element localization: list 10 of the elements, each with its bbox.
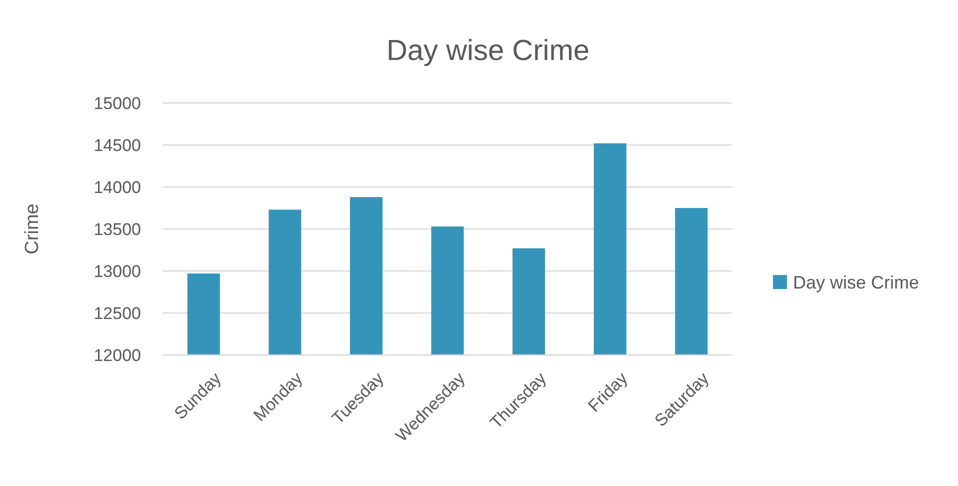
y-tick-label: 12000 [94, 346, 141, 365]
y-tick-label: 12500 [94, 304, 141, 323]
y-axis-title: Crime [22, 204, 43, 254]
y-tick-label: 15000 [94, 94, 141, 113]
y-tick-label: 13000 [94, 262, 141, 281]
chart-title: Day wise Crime [386, 35, 590, 67]
legend-label: Day wise Crime [793, 272, 920, 292]
y-tick-label: 14500 [94, 136, 141, 155]
y-tick-label: 14000 [94, 178, 141, 197]
y-tick-label: 13500 [94, 220, 141, 239]
